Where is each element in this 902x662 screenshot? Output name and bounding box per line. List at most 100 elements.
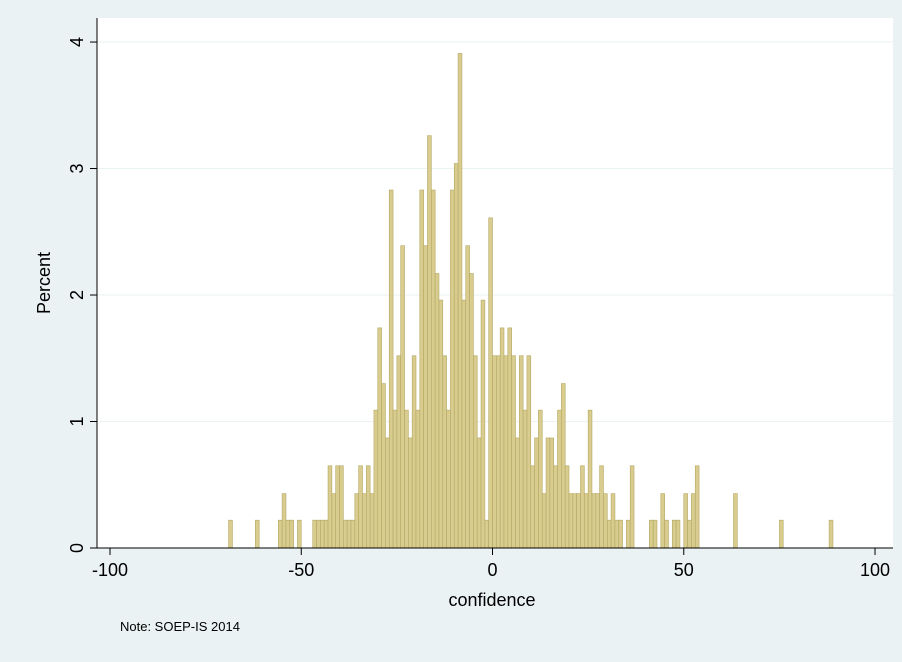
- bar: [404, 409, 409, 549]
- bar: [419, 189, 424, 549]
- bar: [415, 409, 421, 549]
- bar: [580, 465, 585, 549]
- bar: [255, 519, 260, 549]
- bar: [411, 355, 417, 549]
- bar: [228, 519, 233, 549]
- bar: [450, 189, 455, 549]
- bar: [446, 409, 451, 549]
- bar: [545, 437, 551, 549]
- bar: [664, 519, 669, 549]
- bar: [400, 245, 405, 549]
- bar: [610, 493, 616, 549]
- bar: [457, 53, 463, 549]
- bar: [507, 327, 512, 549]
- y-tick-label: 2: [67, 290, 87, 300]
- bar: [694, 465, 700, 549]
- bar: [568, 493, 574, 549]
- bar: [365, 465, 371, 549]
- bar: [335, 465, 340, 549]
- bar: [346, 519, 352, 549]
- bar: [320, 519, 325, 549]
- bar: [431, 189, 436, 549]
- bar: [518, 355, 524, 549]
- bar: [606, 519, 612, 549]
- bar: [595, 493, 600, 549]
- bar: [587, 409, 593, 549]
- bar: [392, 409, 398, 549]
- bar: [618, 519, 623, 549]
- bar: [591, 493, 597, 549]
- bar: [316, 519, 321, 549]
- bar: [465, 245, 470, 549]
- bar: [442, 355, 447, 549]
- bar: [683, 493, 688, 549]
- bar: [469, 273, 474, 549]
- x-tick-label: 50: [674, 560, 694, 580]
- bar: [492, 355, 497, 549]
- y-tick-label: 1: [67, 417, 87, 427]
- bar: [576, 493, 581, 549]
- bar: [396, 355, 402, 549]
- bar: [660, 493, 665, 549]
- bar: [312, 519, 317, 549]
- bar: [503, 355, 509, 549]
- bar: [285, 519, 291, 549]
- bar: [408, 437, 413, 549]
- bar: [388, 189, 394, 549]
- bar: [534, 437, 539, 549]
- bar: [473, 355, 478, 549]
- bar: [343, 519, 348, 549]
- note: Note: SOEP-IS 2014: [120, 619, 240, 634]
- bar: [561, 383, 566, 549]
- bar: [629, 465, 635, 549]
- x-axis-label: confidence: [448, 590, 535, 610]
- bar: [297, 519, 302, 549]
- bar: [614, 519, 620, 549]
- bar: [381, 383, 386, 549]
- bar: [339, 465, 344, 549]
- bar: [557, 409, 562, 549]
- bar: [572, 493, 577, 549]
- bar: [354, 493, 359, 549]
- bar: [377, 327, 382, 549]
- bar: [385, 437, 390, 549]
- y-axis-label: Percent: [34, 252, 54, 314]
- bar: [675, 519, 681, 549]
- bar: [453, 163, 459, 549]
- bar: [541, 493, 547, 549]
- bar: [828, 519, 834, 549]
- bar: [599, 465, 604, 549]
- bar: [373, 409, 379, 549]
- bar: [733, 493, 738, 549]
- bar: [584, 493, 589, 549]
- bar: [438, 299, 444, 549]
- bar: [484, 519, 489, 549]
- x-tick-label: -100: [92, 560, 128, 580]
- bar: [323, 519, 329, 549]
- bar: [369, 493, 375, 549]
- bar: [671, 519, 677, 549]
- bar: [488, 217, 493, 549]
- bar: [427, 135, 432, 549]
- bar: [603, 493, 608, 549]
- bar: [515, 437, 520, 549]
- bar: [496, 355, 501, 549]
- bar: [626, 519, 631, 549]
- y-tick-label: 0: [67, 543, 87, 553]
- bar: [779, 519, 784, 549]
- bar: [691, 493, 696, 549]
- bar: [649, 519, 654, 549]
- bar: [564, 465, 570, 549]
- bar: [461, 299, 467, 549]
- bar: [327, 465, 333, 549]
- y-tick-label: 3: [67, 164, 87, 174]
- bar: [553, 465, 558, 549]
- bar: [549, 437, 555, 549]
- bar: [289, 519, 294, 549]
- bar: [331, 493, 336, 549]
- bar: [499, 327, 505, 549]
- x-tick-label: 100: [860, 560, 890, 580]
- bar: [476, 437, 482, 549]
- bar: [423, 245, 428, 549]
